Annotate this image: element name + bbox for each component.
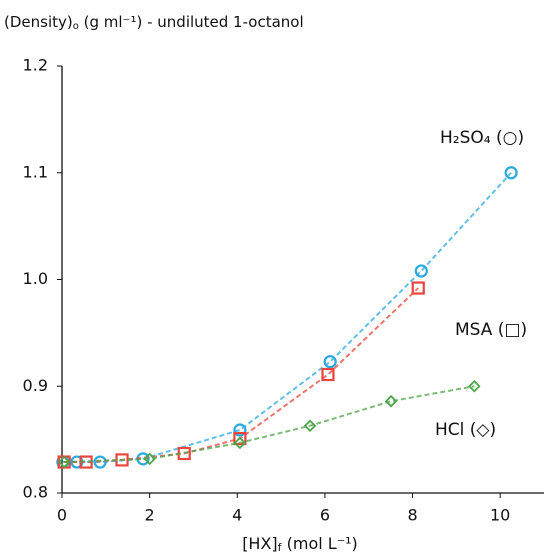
x-tick-label: 2 [145,506,155,525]
point [303,419,317,433]
x-tick-label: 6 [320,506,330,525]
point [411,281,425,295]
point [93,455,107,469]
point [143,452,156,466]
title-sub: o [73,21,79,32]
title-part: (Density) [4,13,73,31]
y-tick-label: 0.8 [23,483,48,502]
x-tick-label: 4 [232,506,242,525]
point [384,394,398,408]
chart-title: (Density)o (g ml⁻¹) - undiluted 1-octano… [4,13,304,33]
point [414,264,428,278]
x-label-sub: f [278,541,283,554]
series-label: HCl (◇) [435,420,496,440]
series-label: H₂SO₄ (○) [440,128,524,148]
x-tick-label: 10 [490,506,510,525]
point [57,455,71,469]
point [233,423,247,437]
x-label-part: [HX] [242,534,277,553]
y-tick-label: 1.0 [23,269,48,288]
x-tick-label: 0 [57,506,67,525]
title-part: (g ml⁻¹) - undiluted 1-octanol [79,13,304,31]
point [323,355,337,369]
y-tick-label: 1.2 [23,56,48,75]
y-tick-label: 1.1 [23,162,48,181]
y-tick-label: 0.9 [23,376,48,395]
point [468,379,481,393]
series-label: MSA (□) [455,320,527,340]
point [233,436,247,450]
x-axis-label: [HX]f (mol L⁻¹) [242,534,358,555]
point [321,367,335,382]
series-line [62,172,512,464]
series-line [64,385,475,464]
x-label-part: (mol L⁻¹) [282,534,358,553]
x-tick-label: 8 [407,506,417,525]
point [233,431,247,446]
point [504,166,518,180]
